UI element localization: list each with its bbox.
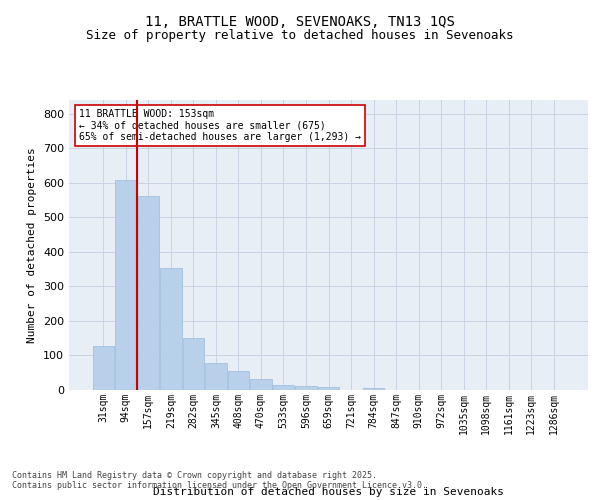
Bar xyxy=(228,371,249,390)
X-axis label: Distribution of detached houses by size in Sevenoaks: Distribution of detached houses by size … xyxy=(153,486,504,496)
Text: Contains HM Land Registry data © Crown copyright and database right 2025.
Contai: Contains HM Land Registry data © Crown c… xyxy=(12,470,427,490)
Bar xyxy=(295,386,317,390)
Y-axis label: Number of detached properties: Number of detached properties xyxy=(28,147,37,343)
Bar xyxy=(182,338,204,390)
Bar xyxy=(92,346,114,390)
Bar xyxy=(160,268,182,390)
Bar xyxy=(318,387,339,390)
Bar xyxy=(115,180,137,390)
Bar xyxy=(205,363,227,390)
Bar xyxy=(137,196,159,390)
Text: 11 BRATTLE WOOD: 153sqm
← 34% of detached houses are smaller (675)
65% of semi-d: 11 BRATTLE WOOD: 153sqm ← 34% of detache… xyxy=(79,108,361,142)
Bar xyxy=(250,379,272,390)
Bar xyxy=(273,385,294,390)
Bar xyxy=(363,388,384,390)
Text: Size of property relative to detached houses in Sevenoaks: Size of property relative to detached ho… xyxy=(86,28,514,42)
Text: 11, BRATTLE WOOD, SEVENOAKS, TN13 1QS: 11, BRATTLE WOOD, SEVENOAKS, TN13 1QS xyxy=(145,16,455,30)
